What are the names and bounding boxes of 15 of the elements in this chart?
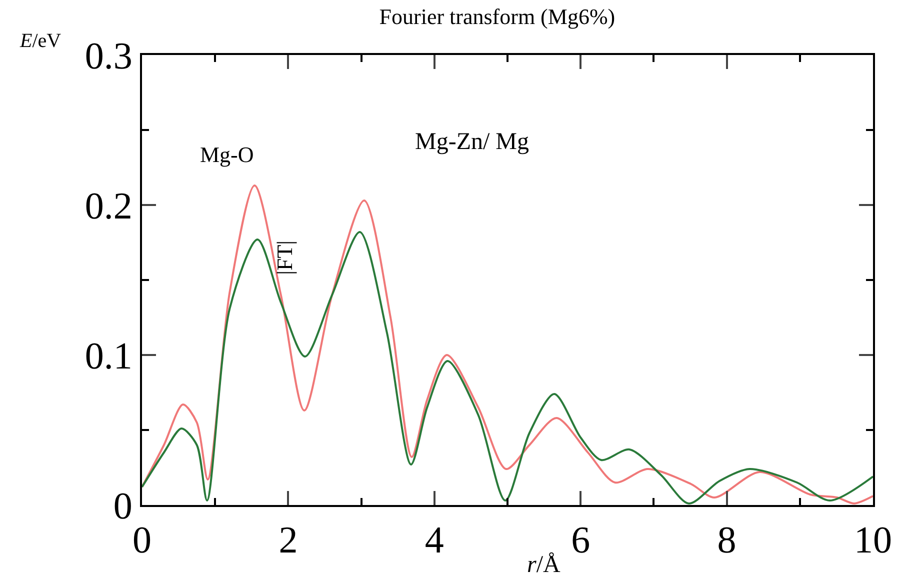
x-tick-label: 4 bbox=[424, 520, 444, 562]
x-tick-label: 10 bbox=[854, 520, 892, 562]
y-tick-label: 0 bbox=[113, 485, 132, 528]
x-tick-label: 2 bbox=[278, 520, 298, 562]
x-tick-label: 8 bbox=[717, 520, 736, 562]
y-tick-label: 0.1 bbox=[84, 335, 132, 378]
annotation: Mg-O bbox=[200, 142, 254, 167]
annotation: Mg-Zn/ Mg bbox=[415, 129, 529, 155]
x-axis-title: r/Å bbox=[527, 552, 562, 574]
y-tick-label: 0.2 bbox=[84, 185, 132, 228]
y-axis-title: |FT| bbox=[272, 240, 297, 275]
text: E/eV bbox=[19, 30, 62, 52]
y-tick-label: 0.3 bbox=[84, 35, 132, 78]
chart-title: Fourier transform (Mg6%) bbox=[379, 4, 616, 30]
x-tick-label: 6 bbox=[571, 520, 590, 562]
